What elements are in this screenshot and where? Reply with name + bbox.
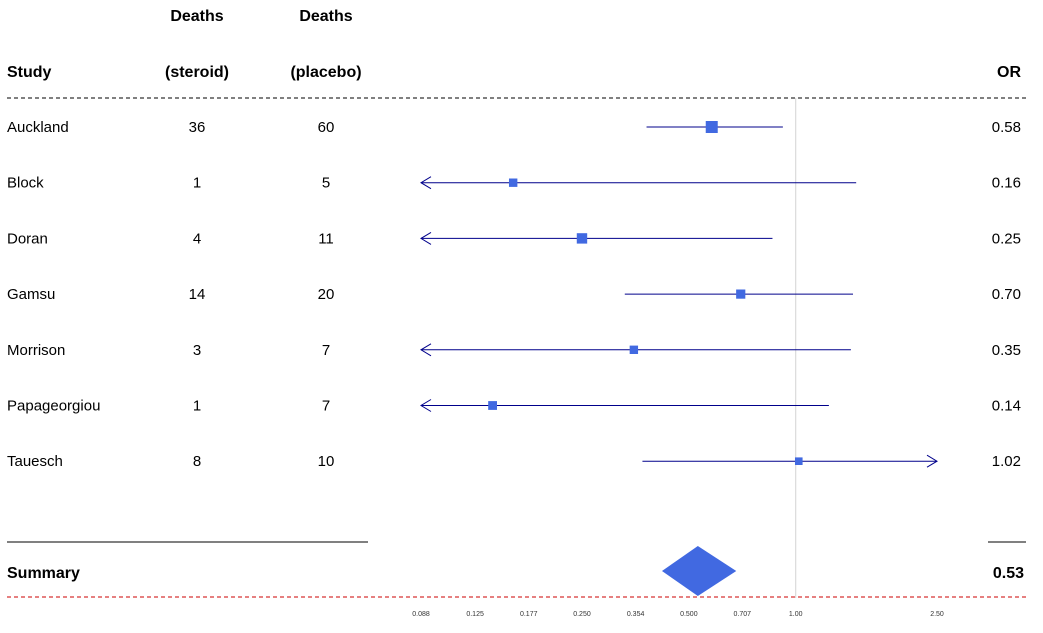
- odds-ratio: 1.02: [992, 453, 1021, 470]
- study-name: Papageorgiou: [7, 398, 100, 415]
- study-row: Gamsu 14 20 0.70: [7, 286, 1021, 303]
- odds-ratio: 0.58: [992, 119, 1021, 136]
- study-name: Auckland: [7, 119, 69, 136]
- ci-arrow-left: [420, 176, 432, 190]
- point-estimate-box: [629, 345, 639, 354]
- ci-arrow-right: [926, 454, 938, 468]
- x-tick-label: 2.50: [930, 611, 944, 618]
- x-tick-label: 0.707: [734, 611, 752, 618]
- x-tick-label: 1.00: [789, 611, 803, 618]
- point-estimate-box: [576, 233, 588, 244]
- summary-label: Summary: [7, 565, 80, 582]
- x-tick-label: 0.177: [520, 611, 538, 618]
- deaths-steroid: 4: [193, 230, 201, 247]
- deaths-steroid: 8: [193, 453, 201, 470]
- header-study: Study: [7, 64, 52, 81]
- study-name: Block: [7, 175, 44, 192]
- x-tick-label: 0.354: [627, 611, 645, 618]
- study-row: Block 1 5 0.16: [7, 175, 1021, 192]
- x-tick-label: 0.500: [680, 611, 698, 618]
- study-row: Papageorgiou 1 7 0.14: [7, 398, 1021, 415]
- deaths-steroid: 1: [193, 175, 201, 192]
- header-or: OR: [997, 64, 1021, 81]
- study-rows: Auckland 36 60 0.58 Block 1 5 0.16 Doran 4 11 0.25 G…: [7, 119, 1021, 470]
- study-row: Doran 4 11 0.25: [7, 230, 1021, 247]
- ci-arrow-left: [420, 231, 432, 245]
- odds-ratio: 0.35: [992, 342, 1021, 359]
- ci-arrow-left: [420, 343, 432, 357]
- study-row: Morrison 3 7 0.35: [7, 342, 1021, 359]
- deaths-steroid: 1: [193, 398, 201, 415]
- deaths-steroid: 3: [193, 342, 201, 359]
- odds-ratio: 0.14: [992, 398, 1021, 415]
- ci-arrow-left: [420, 399, 432, 412]
- deaths-placebo: 7: [322, 342, 330, 359]
- deaths-placebo: 60: [318, 119, 335, 136]
- x-tick-label: 0.125: [466, 611, 484, 618]
- deaths-placebo: 10: [318, 453, 335, 470]
- header-steroid-line1: Deaths: [170, 8, 223, 25]
- study-name: Tauesch: [7, 453, 63, 470]
- x-tick-label: 0.088: [412, 611, 430, 618]
- point-estimate-box: [508, 178, 518, 187]
- x-axis: 0.088 0.125 0.177 0.250 0.354 0.500 0.707 1.00 2…: [412, 611, 944, 618]
- study-row: Auckland 36 60 0.58: [7, 119, 1021, 136]
- deaths-steroid: 36: [189, 119, 206, 136]
- study-row: Tauesch 8 10 1.02: [7, 453, 1021, 470]
- study-name: Morrison: [7, 342, 65, 359]
- deaths-placebo: 20: [318, 286, 335, 303]
- odds-ratio: 0.25: [992, 230, 1021, 247]
- point-estimate-box: [736, 289, 746, 299]
- deaths-steroid: 14: [189, 286, 206, 303]
- deaths-placebo: 5: [322, 175, 330, 192]
- odds-ratio: 0.16: [992, 175, 1021, 192]
- point-estimate-box: [705, 121, 718, 133]
- header-steroid-line2: (steroid): [165, 64, 229, 81]
- deaths-placebo: 11: [318, 230, 334, 247]
- study-name: Doran: [7, 230, 48, 247]
- x-tick-label: 0.250: [573, 611, 591, 618]
- point-estimate-box: [794, 457, 803, 465]
- point-estimate-box: [488, 401, 497, 410]
- deaths-placebo: 7: [322, 398, 330, 415]
- header-placebo-line2: (placebo): [290, 64, 361, 81]
- summary-diamond: [661, 546, 737, 596]
- header-placebo-line1: Deaths: [299, 8, 352, 25]
- odds-ratio: 0.70: [992, 286, 1021, 303]
- summary-or: 0.53: [993, 565, 1024, 582]
- study-name: Gamsu: [7, 286, 55, 303]
